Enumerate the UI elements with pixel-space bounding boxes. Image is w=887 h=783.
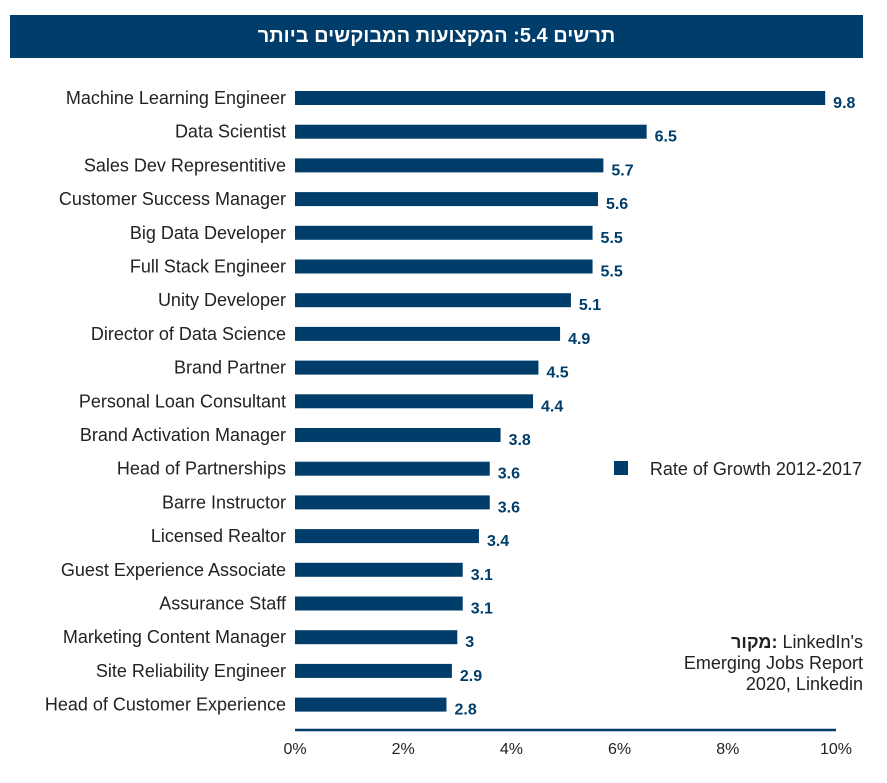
category-label: Big Data Developer bbox=[130, 223, 286, 243]
category-label: Barre Instructor bbox=[162, 492, 286, 512]
category-label: Customer Success Manager bbox=[59, 189, 286, 209]
value-label: 5.7 bbox=[611, 162, 633, 179]
x-tick-label: 4% bbox=[500, 741, 523, 758]
value-label: 4.5 bbox=[546, 365, 568, 382]
value-label: 3.4 bbox=[487, 533, 509, 550]
value-label: 3.1 bbox=[471, 567, 493, 584]
source-line-2: Emerging Jobs Report bbox=[683, 653, 863, 673]
bar bbox=[295, 293, 571, 308]
bar bbox=[295, 394, 534, 409]
source-line-1: LinkedIn's bbox=[782, 632, 864, 652]
bar bbox=[295, 663, 452, 678]
x-tick-label: 8% bbox=[716, 741, 739, 758]
bar bbox=[295, 326, 561, 341]
category-label: Marketing Content Manager bbox=[63, 627, 286, 647]
value-label: 3 bbox=[465, 634, 474, 651]
value-label: 6.5 bbox=[655, 129, 677, 146]
category-label: Assurance Staff bbox=[159, 594, 287, 614]
bar bbox=[295, 158, 604, 173]
category-label: Machine Learning Engineer bbox=[66, 88, 286, 108]
value-label: 5.5 bbox=[601, 264, 623, 281]
bar bbox=[295, 495, 490, 510]
value-label: 3.6 bbox=[498, 466, 520, 483]
category-label: Guest Experience Associate bbox=[61, 560, 286, 580]
category-label: Head of Customer Experience bbox=[45, 695, 286, 715]
source-label: מקור: bbox=[731, 632, 778, 652]
value-label: 5.5 bbox=[601, 230, 623, 247]
legend-label: Rate of Growth 2012-2017 bbox=[650, 459, 862, 479]
bar bbox=[295, 124, 647, 139]
category-label: Full Stack Engineer bbox=[130, 257, 286, 277]
category-label: Personal Loan Consultant bbox=[79, 391, 286, 411]
value-label: 9.8 bbox=[833, 95, 855, 112]
category-label: Director of Data Science bbox=[91, 324, 286, 344]
x-tick-label: 0% bbox=[283, 741, 306, 758]
source-note: מקור: LinkedIn's Emerging Jobs Report 20… bbox=[684, 632, 863, 695]
bar bbox=[295, 225, 593, 240]
value-label: 4.4 bbox=[541, 398, 563, 415]
category-label: Site Reliability Engineer bbox=[96, 661, 286, 681]
bar bbox=[295, 529, 479, 544]
value-label: 2.9 bbox=[460, 668, 482, 685]
bar bbox=[295, 259, 593, 274]
bar bbox=[295, 630, 458, 645]
bar bbox=[295, 360, 539, 375]
value-label: 4.9 bbox=[568, 331, 590, 348]
category-label: Sales Dev Representitive bbox=[84, 155, 286, 175]
x-tick-label: 6% bbox=[608, 741, 631, 758]
category-label: Data Scientist bbox=[175, 122, 286, 142]
category-label: Head of Partnerships bbox=[117, 459, 286, 479]
value-label: 3.8 bbox=[509, 432, 531, 449]
value-label: 2.8 bbox=[454, 702, 476, 719]
value-label: 3.1 bbox=[471, 601, 493, 618]
bar bbox=[295, 192, 598, 207]
legend-swatch bbox=[614, 461, 628, 475]
bar bbox=[295, 91, 826, 105]
bar bbox=[295, 697, 447, 712]
bar bbox=[295, 596, 463, 611]
x-tick-label: 2% bbox=[392, 741, 415, 758]
category-label: Unity Developer bbox=[158, 290, 286, 310]
category-label: Brand Partner bbox=[174, 358, 286, 378]
value-label: 5.6 bbox=[606, 196, 628, 213]
bar bbox=[295, 428, 501, 442]
x-tick-label: 10% bbox=[820, 741, 852, 758]
category-label: Brand Activation Manager bbox=[80, 425, 286, 445]
value-label: 3.6 bbox=[498, 499, 520, 516]
source-line-3: 2020, Linkedin bbox=[745, 674, 863, 694]
value-label: 5.1 bbox=[579, 297, 601, 314]
category-label: Licensed Realtor bbox=[151, 526, 286, 546]
bar bbox=[295, 562, 463, 577]
bar bbox=[295, 461, 490, 476]
chart-title: תרשים 5.4: המקצועות המבוקשים ביותר bbox=[10, 15, 863, 58]
